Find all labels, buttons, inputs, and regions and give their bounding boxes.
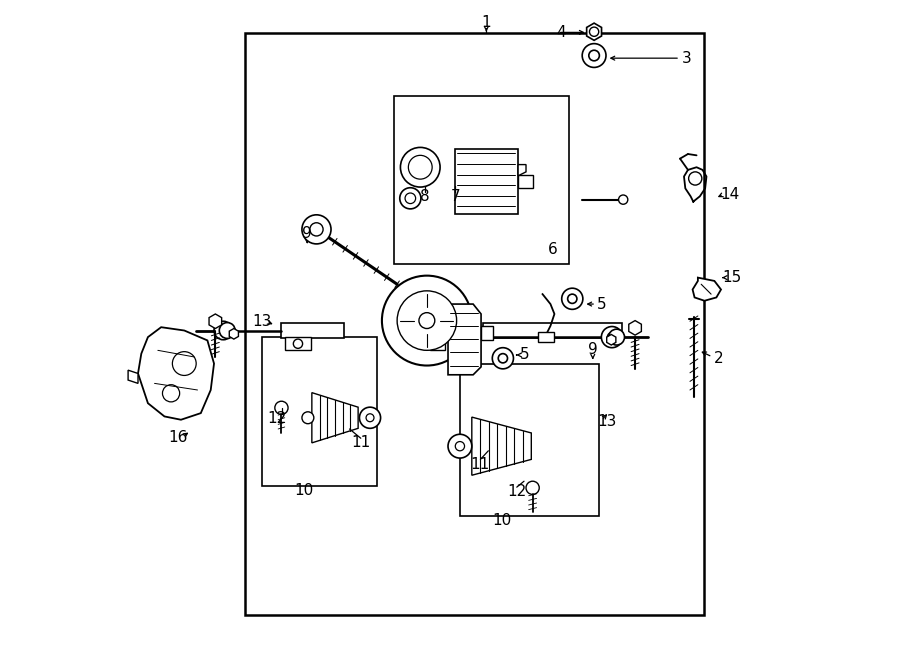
Bar — [518, 175, 533, 188]
Circle shape — [608, 329, 625, 345]
Polygon shape — [472, 417, 531, 475]
Text: 5: 5 — [598, 297, 607, 311]
Text: 5: 5 — [520, 348, 529, 362]
Bar — [262, 337, 377, 486]
Bar — [245, 33, 705, 615]
Text: 6: 6 — [547, 243, 557, 257]
Circle shape — [400, 188, 421, 209]
Bar — [282, 323, 344, 338]
Text: 15: 15 — [722, 270, 742, 285]
Circle shape — [400, 147, 440, 187]
Polygon shape — [587, 23, 601, 40]
Circle shape — [382, 276, 472, 366]
Circle shape — [173, 352, 196, 375]
Text: 11: 11 — [471, 457, 490, 471]
Text: 13: 13 — [598, 414, 617, 429]
Polygon shape — [312, 393, 358, 443]
Circle shape — [688, 172, 702, 185]
Polygon shape — [693, 278, 721, 301]
Circle shape — [302, 215, 331, 244]
Polygon shape — [209, 314, 221, 329]
Bar — [394, 96, 569, 264]
Circle shape — [499, 354, 508, 363]
Text: 13: 13 — [252, 314, 271, 329]
Text: 8: 8 — [420, 189, 429, 204]
Text: 7: 7 — [451, 189, 460, 204]
Text: 9: 9 — [302, 226, 312, 241]
Circle shape — [409, 155, 432, 179]
Circle shape — [492, 348, 514, 369]
Polygon shape — [607, 334, 616, 345]
Circle shape — [601, 327, 623, 348]
Polygon shape — [629, 321, 642, 335]
Bar — [284, 337, 311, 350]
Circle shape — [590, 27, 598, 36]
Circle shape — [608, 332, 616, 342]
Circle shape — [310, 223, 323, 236]
Text: 12: 12 — [507, 485, 526, 499]
Text: 10: 10 — [492, 514, 511, 528]
Circle shape — [220, 323, 235, 338]
Circle shape — [455, 442, 464, 451]
Circle shape — [397, 291, 456, 350]
Text: 1: 1 — [482, 15, 491, 30]
Circle shape — [405, 193, 416, 204]
Polygon shape — [230, 329, 238, 339]
Text: 3: 3 — [682, 51, 691, 65]
Circle shape — [163, 385, 180, 402]
Bar — [482, 326, 493, 340]
Text: 2: 2 — [714, 351, 724, 366]
Text: 16: 16 — [168, 430, 187, 445]
Text: 11: 11 — [351, 436, 371, 450]
Circle shape — [366, 414, 374, 422]
Text: 14: 14 — [720, 187, 739, 202]
Text: 10: 10 — [294, 483, 313, 498]
Circle shape — [214, 321, 232, 340]
Circle shape — [582, 44, 606, 67]
Bar — [538, 332, 554, 342]
Circle shape — [562, 288, 583, 309]
Bar — [460, 364, 598, 516]
Text: 12: 12 — [267, 411, 286, 426]
Bar — [454, 149, 518, 214]
Circle shape — [302, 412, 314, 424]
Circle shape — [526, 481, 539, 494]
Text: 9: 9 — [588, 342, 598, 356]
Circle shape — [448, 434, 472, 458]
Polygon shape — [138, 327, 214, 420]
Circle shape — [359, 407, 381, 428]
Polygon shape — [518, 165, 526, 176]
Circle shape — [589, 50, 599, 61]
Circle shape — [274, 401, 288, 414]
Polygon shape — [448, 304, 482, 375]
Circle shape — [293, 339, 302, 348]
Circle shape — [568, 294, 577, 303]
Circle shape — [618, 195, 628, 204]
Circle shape — [418, 313, 435, 329]
Text: 4: 4 — [556, 25, 566, 40]
Bar — [430, 337, 445, 350]
Polygon shape — [128, 370, 138, 383]
Bar — [483, 323, 622, 338]
